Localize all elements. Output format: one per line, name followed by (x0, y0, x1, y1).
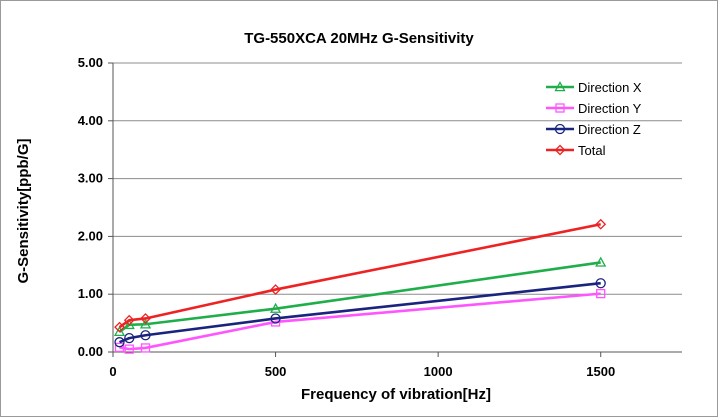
data-point-total (270, 284, 281, 295)
data-point-direction-z (114, 337, 125, 348)
y-tick-label: 0.00 (78, 344, 103, 359)
data-point-direction-x (595, 256, 607, 267)
y-tick-label: 3.00 (78, 171, 103, 186)
legend-item-direction-x: Direction X (546, 80, 642, 95)
data-point-direction-x (123, 318, 135, 330)
legend-label-total: Total (578, 143, 606, 158)
chart-title: TG-550XCA 20MHz G-Sensitivity (244, 30, 474, 47)
legend: Direction X Direction Y Direction Z Total (546, 80, 642, 158)
y-tick-label: 5.00 (78, 55, 103, 70)
legend-marker-direction-z (554, 123, 566, 135)
data-point-direction-x (139, 318, 152, 329)
data-point-direction-y (124, 344, 134, 354)
data-point-direction-y (114, 342, 125, 353)
data-point-total (114, 321, 125, 333)
series-direction-y (114, 288, 606, 354)
x-tick-labels: 0 500 1000 1500 (109, 364, 615, 379)
data-point-direction-x (269, 302, 282, 313)
data-point-direction-z (124, 332, 135, 344)
data-point-direction-z (595, 278, 606, 289)
legend-item-total: Total (546, 143, 606, 158)
legend-marker-direction-y (555, 103, 565, 113)
series-line-direction-z (119, 281, 601, 344)
gridlines (113, 62, 682, 295)
y-tick-label: 4.00 (78, 113, 103, 128)
x-tick-label: 0 (109, 364, 116, 379)
y-axis-label: G-Sensitivity[ppb/G] (15, 138, 32, 283)
series-group (113, 218, 607, 354)
series-total (114, 218, 607, 333)
data-point-total (595, 218, 607, 230)
x-tick-label: 500 (265, 364, 287, 379)
series-line-total (118, 222, 601, 329)
x-tick-label: 1500 (586, 364, 615, 379)
y-tick-label: 1.00 (78, 286, 103, 301)
legend-marker-total (554, 144, 566, 156)
legend-marker-direction-x (554, 81, 566, 92)
y-tick-label: 2.00 (78, 228, 103, 243)
y-tick-labels: 0.00 1.00 2.00 3.00 4.00 5.00 (78, 55, 103, 359)
data-point-total (140, 313, 151, 324)
axes (108, 62, 682, 357)
x-tick-label: 1000 (424, 364, 453, 379)
data-point-direction-x (113, 325, 126, 337)
series-line-direction-y (119, 292, 601, 351)
data-point-total (123, 314, 135, 326)
legend-label-direction-x: Direction X (578, 80, 642, 95)
legend-item-direction-y: Direction Y (546, 101, 642, 116)
legend-item-direction-z: Direction Z (546, 122, 641, 137)
legend-label-direction-y: Direction Y (578, 101, 642, 116)
series-direction-x (113, 256, 607, 337)
data-point-direction-y (140, 343, 151, 353)
data-point-direction-z (270, 313, 281, 324)
x-axis-label: Frequency of vibration[Hz] (301, 386, 491, 403)
data-point-direction-z (140, 330, 151, 341)
series-direction-z (114, 278, 606, 348)
legend-label-direction-z: Direction Z (578, 122, 641, 137)
data-point-direction-y (596, 288, 606, 299)
